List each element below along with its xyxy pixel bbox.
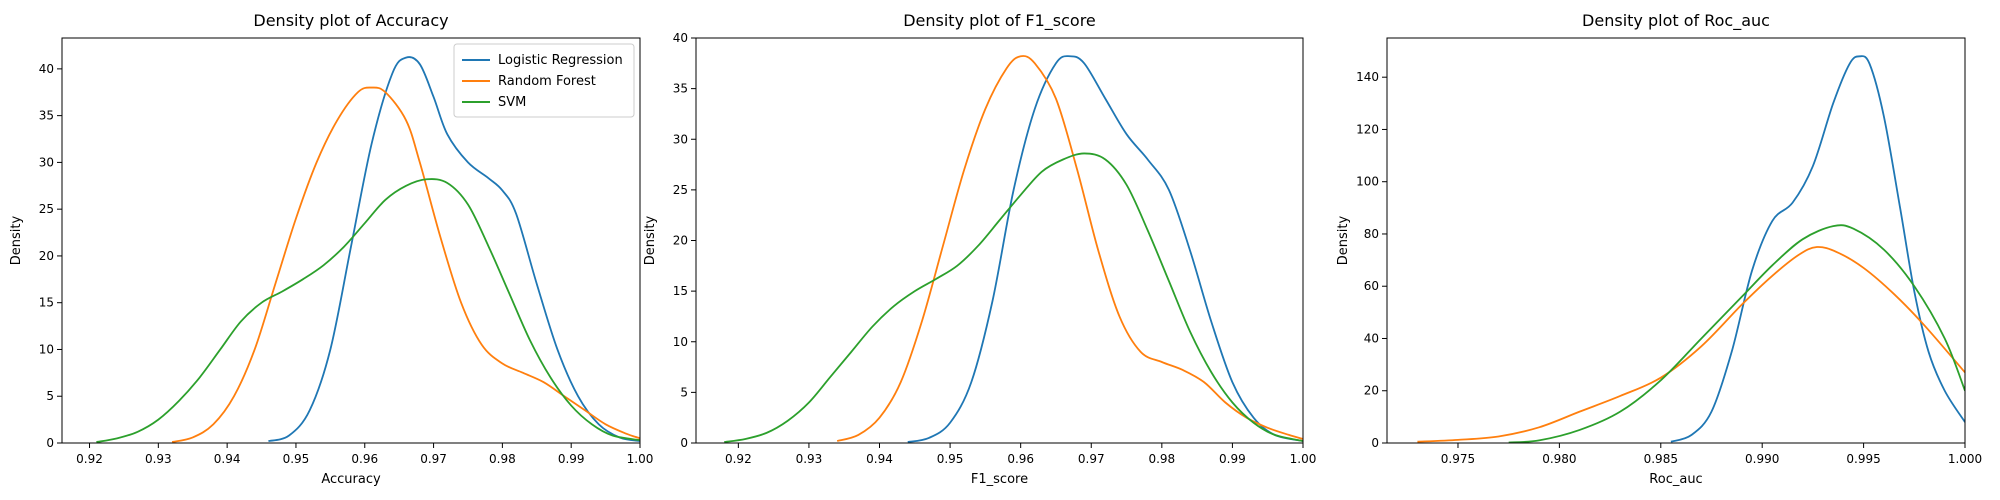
- chart-panel-0: Density plot of Accuracy 0.92 0.93 0.94 0.95…: [9, 11, 653, 487]
- y-tick-label: 120: [1356, 122, 1379, 136]
- x-tick-label: 0.98: [1148, 452, 1175, 466]
- x-tick-label: 0.98: [489, 452, 516, 466]
- y-tick-label: 100: [1356, 175, 1379, 189]
- x-tick-label: 0.96: [351, 452, 378, 466]
- chart-title: Density plot of F1_score: [903, 11, 1096, 31]
- y-tick-label: 20: [1364, 384, 1379, 398]
- y-tick-label: 0: [680, 436, 688, 450]
- y-tick-label: 20: [673, 234, 688, 248]
- x-tick-label: 0.92: [76, 452, 103, 466]
- y-tick-label: 140: [1356, 70, 1379, 84]
- y-tick-label: 0: [1371, 436, 1379, 450]
- series-line-svm: [1508, 224, 1965, 443]
- y-axis-label: Density: [9, 215, 24, 265]
- y-tick-label: 60: [1364, 279, 1379, 293]
- chart-title: Density plot of Accuracy: [253, 11, 448, 30]
- chart-panel-2: Density plot of Roc_auc 0.975 0.980 0.985 0.…: [1336, 11, 1982, 487]
- series-line-svm: [724, 152, 1303, 443]
- y-tick-label: 15: [673, 284, 688, 298]
- x-tick-label: 0.96: [1007, 452, 1034, 466]
- chart-layer: Density plot of Accuracy 0.92 0.93 0.94 0.95…: [9, 11, 1982, 487]
- x-axis-label: F1_score: [971, 472, 1028, 487]
- x-tick-label: 0.92: [725, 452, 752, 466]
- x-tick-label: 0.980: [1542, 452, 1576, 466]
- chart-title: Density plot of Roc_auc: [1582, 11, 1770, 31]
- legend: Logistic Regression Random Forest SVM: [453, 43, 635, 118]
- y-tick-label: 35: [673, 82, 688, 96]
- x-tick-label: 0.995: [1846, 452, 1880, 466]
- y-tick-label: 40: [1364, 331, 1379, 345]
- x-axis-label: Roc_auc: [1649, 472, 1702, 487]
- x-tick-label: 0.975: [1441, 452, 1475, 466]
- x-tick-label: 0.93: [796, 452, 823, 466]
- y-axis-label: Density: [1336, 215, 1351, 265]
- legend-label: SVM: [498, 95, 526, 110]
- x-tick-label: 0.99: [558, 452, 585, 466]
- chart-panel-1: Density plot of F1_score 0.92 0.93 0.94 0.95…: [643, 11, 1316, 487]
- x-tick-label: 0.97: [1078, 452, 1105, 466]
- y-tick-label: 40: [673, 31, 688, 45]
- y-tick-label: 30: [39, 155, 54, 169]
- series-line-svm: [96, 178, 640, 443]
- series-line-random-forest: [171, 86, 640, 443]
- x-tick-label: 1.000: [1948, 452, 1982, 466]
- x-tick-label: 0.97: [420, 452, 447, 466]
- legend-box: [453, 43, 635, 118]
- x-tick-label: 0.93: [145, 452, 172, 466]
- plot-frame: [695, 37, 1304, 444]
- plot-frame: [1386, 37, 1966, 444]
- legend-label: Random Forest: [498, 74, 596, 89]
- y-tick-label: 10: [673, 335, 688, 349]
- plot-frame: [61, 37, 641, 444]
- y-tick-label: 0: [46, 436, 54, 450]
- x-axis-label: Accuracy: [321, 472, 381, 487]
- x-tick-label: 0.990: [1745, 452, 1779, 466]
- series-line-random-forest: [1417, 246, 1965, 443]
- y-tick-label: 35: [39, 109, 54, 123]
- y-tick-label: 30: [673, 132, 688, 146]
- series-line-logistic-regression: [268, 56, 640, 443]
- y-tick-label: 25: [673, 183, 688, 197]
- y-tick-label: 5: [680, 385, 688, 399]
- y-tick-label: 40: [39, 62, 54, 76]
- y-tick-label: 15: [39, 296, 54, 310]
- y-tick-label: 10: [39, 342, 54, 356]
- x-tick-label: 0.985: [1644, 452, 1678, 466]
- y-tick-label: 80: [1364, 227, 1379, 241]
- y-tick-label: 20: [39, 249, 54, 263]
- x-tick-label: 0.95: [937, 452, 964, 466]
- y-axis-label: Density: [643, 215, 658, 265]
- x-tick-label: 1.00: [627, 452, 654, 466]
- x-tick-label: 1.00: [1290, 452, 1317, 466]
- y-tick-label: 25: [39, 202, 54, 216]
- series-line-random-forest: [836, 55, 1303, 442]
- x-tick-label: 0.99: [1219, 452, 1246, 466]
- series-line-logistic-regression: [907, 55, 1303, 443]
- y-tick-label: 5: [46, 389, 54, 403]
- x-tick-label: 0.95: [283, 452, 310, 466]
- x-tick-label: 0.94: [866, 452, 893, 466]
- series-line-logistic-regression: [1670, 55, 1965, 443]
- legend-label: Logistic Regression: [498, 53, 623, 68]
- x-tick-label: 0.94: [214, 452, 241, 466]
